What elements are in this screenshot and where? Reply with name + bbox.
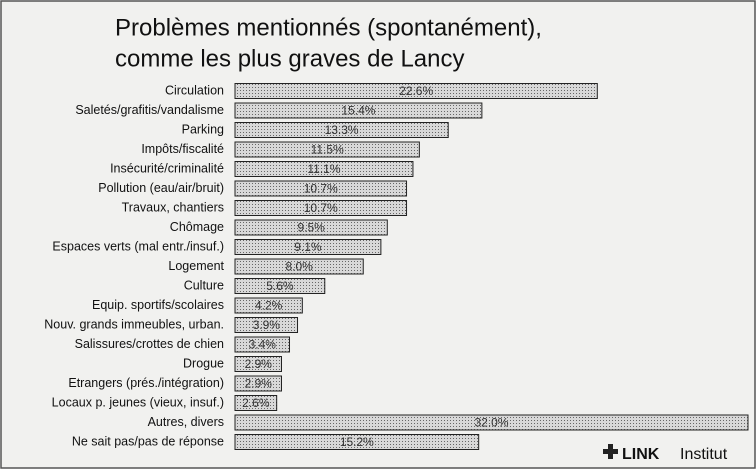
value-label: 2.6% [242, 396, 270, 410]
bar [234, 122, 449, 138]
category-label: Espaces verts (mal entr./insuf.) [52, 239, 224, 253]
value-label: 10.7% [304, 182, 338, 196]
bar [234, 317, 299, 333]
category-label: Culture [184, 278, 224, 292]
category-label: Autres, divers [148, 415, 224, 429]
category-label: Salissures/crottes de chien [75, 337, 224, 351]
bar [234, 278, 326, 294]
bar [234, 161, 414, 177]
value-label: 10.7% [304, 201, 338, 215]
bar [234, 200, 408, 216]
value-label: 15.4% [341, 104, 375, 118]
bar [234, 336, 291, 353]
category-label: Drogue [183, 356, 224, 370]
category-label: Impôts/fiscalité [141, 142, 224, 156]
value-label: 4.2% [255, 299, 283, 313]
category-label: Circulation [165, 83, 224, 97]
category-label: Chômage [170, 220, 224, 234]
bar [234, 180, 408, 197]
value-label: 2.9% [245, 357, 273, 371]
category-label: Logement [168, 259, 224, 273]
value-label: 3.4% [249, 338, 277, 352]
bar [234, 102, 483, 119]
bar [234, 141, 420, 158]
category-label: Ne sait pas/pas de réponse [72, 434, 224, 448]
value-label: 2.9% [245, 377, 273, 391]
value-label: 9.1% [294, 240, 322, 254]
category-label: Etrangers (prés./intégration) [68, 376, 224, 390]
category-label: Saletés/grafitis/vandalisme [75, 103, 224, 117]
bar [234, 219, 388, 236]
category-label: Parking [182, 122, 224, 136]
bar [234, 297, 303, 314]
value-label: 11.5% [311, 143, 344, 157]
bar [234, 83, 598, 99]
category-label: Equip. sportifs/scolaires [92, 298, 224, 312]
value-label: 32.0% [474, 416, 508, 430]
category-label: Pollution (eau/air/bruit) [98, 181, 224, 195]
value-label: 9.5% [297, 221, 325, 235]
logo-cross [603, 444, 618, 459]
bar [234, 414, 749, 431]
category-label: Travaux, chantiers [122, 200, 224, 214]
bar [234, 375, 282, 392]
value-label: 13.3% [325, 123, 359, 137]
chart-title: Problèmes mentionnés (spontanément), [115, 14, 542, 41]
value-label: 15.2% [340, 435, 374, 449]
bar [234, 258, 364, 275]
bar [234, 434, 480, 450]
value-label: 22.6% [399, 84, 433, 98]
category-label: Insécurité/criminalité [110, 161, 224, 175]
value-label: 8.0% [285, 260, 313, 274]
chart-title: comme les plus graves de Lancy [115, 45, 465, 72]
value-label: 3.9% [253, 318, 281, 332]
bar [234, 395, 278, 411]
bar [234, 239, 382, 255]
logo-text: LINK [622, 446, 660, 463]
value-label: 11.1% [307, 162, 340, 176]
category-label: Nouv. grands immeubles, urban. [44, 317, 224, 331]
logo: LINK Institut [603, 444, 728, 463]
bar [234, 356, 282, 372]
category-label: Locaux p. jeunes (vieux, insuf.) [52, 395, 224, 409]
logo-text: Institut [680, 446, 728, 463]
value-label: 5.6% [266, 279, 294, 293]
